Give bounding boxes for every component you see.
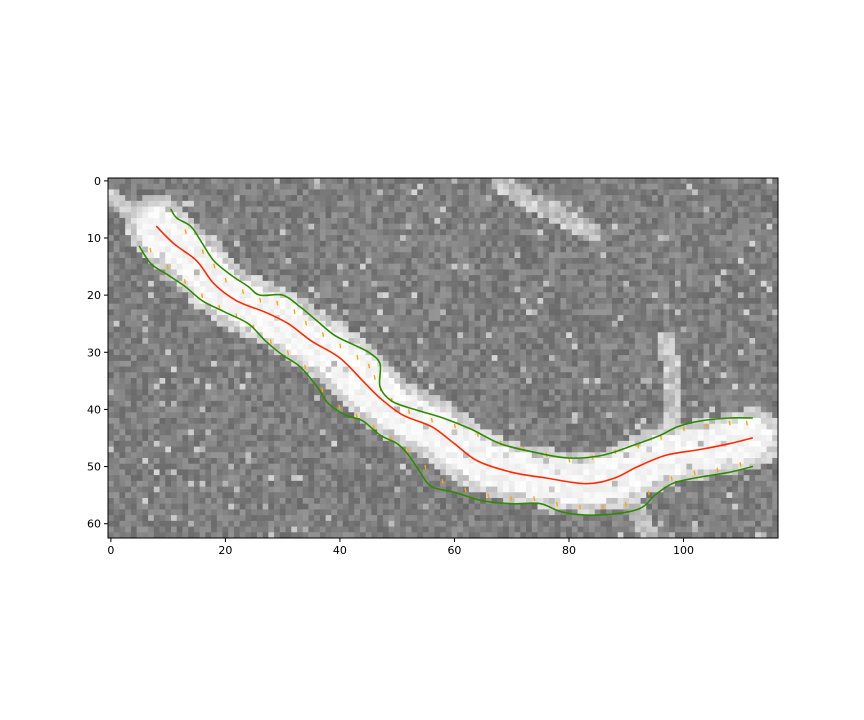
- normal-tick: [166, 264, 169, 270]
- normal-tick: [407, 409, 411, 415]
- normal-tick: [356, 354, 359, 360]
- y-tick-label: 20: [87, 289, 101, 302]
- normal-tick: [556, 501, 559, 507]
- series-normals-lower: [149, 247, 742, 510]
- normal-tick: [213, 263, 216, 269]
- normal-tick: [339, 343, 342, 349]
- normal-tick: [149, 247, 152, 253]
- normal-tick: [578, 504, 582, 510]
- normal-tick: [286, 350, 290, 356]
- normal-tick: [304, 364, 307, 370]
- normal-tick: [293, 309, 296, 315]
- y-tick-label: 50: [87, 461, 101, 474]
- series-upper-edge: [170, 208, 753, 459]
- normal-tick: [745, 420, 748, 426]
- normal-tick: [276, 300, 279, 306]
- normal-tick: [367, 363, 371, 369]
- x-tick-label: 100: [673, 544, 694, 557]
- normal-tick: [487, 493, 490, 499]
- y-tick-label: 40: [87, 403, 101, 416]
- normal-tick: [705, 423, 708, 429]
- x-tick-label: 20: [218, 544, 232, 557]
- axes-frame: [107, 177, 779, 539]
- normal-tick: [430, 417, 433, 423]
- grayscale-image: [108, 178, 778, 538]
- normal-tick: [373, 374, 376, 380]
- x-tick-label: 40: [333, 544, 347, 557]
- x-tick-label: 0: [107, 544, 114, 557]
- normal-tick: [647, 490, 650, 496]
- y-tick-label: 0: [94, 175, 101, 188]
- normal-tick: [269, 339, 272, 344]
- normal-tick: [355, 413, 358, 419]
- normal-tick: [693, 470, 696, 476]
- normal-tick: [728, 420, 731, 426]
- x-tick-label: 60: [447, 544, 461, 557]
- normal-tick: [510, 496, 513, 502]
- normal-tick: [453, 423, 456, 429]
- normal-tick: [321, 387, 324, 393]
- normal-tick: [322, 332, 325, 337]
- normal-tick: [601, 504, 604, 510]
- y-tick-label: 10: [87, 232, 101, 245]
- normal-tick: [201, 293, 204, 299]
- y-tick-label: 30: [87, 346, 101, 359]
- series-centerline: [155, 225, 753, 485]
- normal-tick: [739, 461, 742, 467]
- normal-tick: [338, 404, 341, 410]
- normal-tick: [184, 229, 187, 235]
- normal-tick: [259, 297, 262, 303]
- normal-tick: [241, 289, 245, 295]
- normal-tick: [201, 249, 204, 255]
- normal-tick: [716, 467, 719, 473]
- normal-tick: [682, 426, 685, 432]
- normal-tick: [533, 496, 536, 502]
- normal-tick: [670, 476, 673, 482]
- normal-tick: [304, 320, 308, 326]
- normal-tick: [183, 279, 186, 284]
- normal-tick: [624, 501, 627, 507]
- normal-tick: [224, 277, 227, 283]
- overlay-curves: [138, 208, 753, 517]
- normal-tick: [424, 464, 427, 470]
- x-axis: 0 20 40 60 80 100: [107, 538, 694, 557]
- normal-tick: [372, 424, 375, 430]
- y-tick-label: 60: [87, 518, 101, 531]
- normal-tick: [464, 487, 467, 493]
- series-lower-edge: [138, 245, 753, 517]
- y-axis: 0 10 20 30 40 50 60: [87, 175, 108, 531]
- normal-tick: [441, 479, 444, 484]
- normal-tick: [407, 447, 410, 453]
- x-tick-label: 80: [562, 544, 576, 557]
